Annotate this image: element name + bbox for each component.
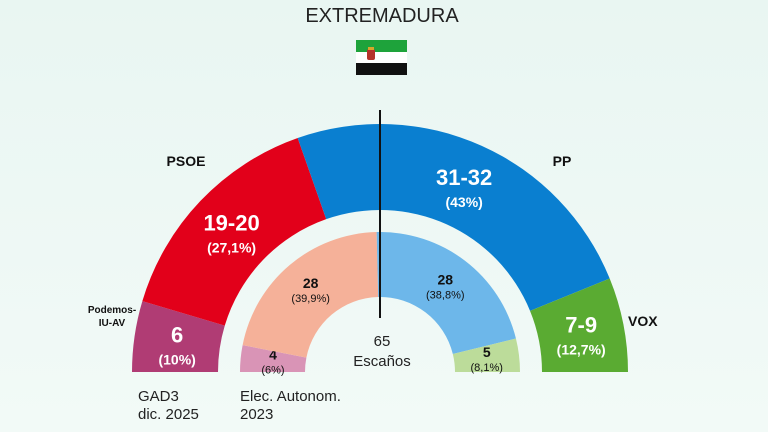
inner-vox-segment — [452, 338, 520, 372]
inner-source-line1: Elec. Autonom. — [240, 388, 341, 405]
coat-of-arms-icon — [367, 47, 375, 60]
inner-podemos-iu-av-seats-label: 4 — [269, 347, 277, 363]
party-name-podemos-iu-av: Podemos-IU-AV — [88, 305, 136, 329]
flag-green-stripe — [356, 40, 407, 52]
party-names: Podemos-IU-AV PSOE PP VOX — [88, 153, 658, 329]
outer-psoe-percent-label: (27,1%) — [207, 240, 256, 256]
inner-source-line2: 2023 — [240, 406, 273, 423]
outer-vox-segment — [530, 278, 628, 372]
party-name-pp: PP — [553, 153, 572, 169]
inner-vox-percent-label: (8,1%) — [471, 362, 503, 374]
total-seats-number: 65 — [374, 333, 391, 350]
elections-2023-ring: 4 (6%) 28 (39,9%) 28 (38,8%) 5 (8,1%) — [240, 232, 520, 377]
flag-black-stripe — [356, 63, 407, 75]
outer-vox-percent-label: (12,7%) — [557, 342, 606, 358]
extremadura-flag — [356, 40, 407, 75]
outer-podemos-iu-av-percent-label: (10%) — [158, 351, 195, 367]
outer-source-line1: GAD3 — [138, 388, 179, 405]
inner-psoe-segment — [242, 232, 379, 358]
inner-psoe-percent-label: (39,9%) — [291, 293, 330, 305]
outer-podemos-iu-av-segment — [132, 301, 225, 372]
total-seats-label: Escaños — [353, 353, 411, 370]
inner-pp-seats-label: 28 — [437, 272, 453, 288]
inner-pp-segment — [376, 232, 516, 355]
gad3-2025-ring: 6 (10%) 19-20 (27,1%) 31-32 (43%) 7-9 (12,7%) — [132, 124, 628, 372]
party-name-vox: VOX — [628, 313, 658, 329]
outer-psoe-segment — [142, 138, 327, 326]
inner-podemos-iu-av-percent-label: (6%) — [261, 365, 284, 377]
outer-vox-seats-label: 7-9 — [565, 313, 597, 338]
outer-source-line2: dic. 2025 — [138, 406, 199, 423]
inner-podemos-iu-av-segment — [240, 345, 307, 372]
chart-title: EXTREMADURA — [305, 5, 459, 27]
outer-pp-segment — [297, 124, 610, 311]
outer-pp-seats-label: 31-32 — [436, 165, 492, 190]
inner-pp-percent-label: (38,8%) — [426, 290, 465, 302]
outer-psoe-seats-label: 19-20 — [203, 211, 259, 236]
flag-white-stripe — [356, 52, 407, 63]
outer-podemos-iu-av-seats-label: 6 — [171, 322, 183, 347]
party-name-psoe: PSOE — [167, 153, 206, 169]
inner-vox-seats-label: 5 — [483, 344, 491, 360]
inner-psoe-seats-label: 28 — [303, 275, 319, 291]
outer-pp-percent-label: (43%) — [445, 194, 482, 210]
